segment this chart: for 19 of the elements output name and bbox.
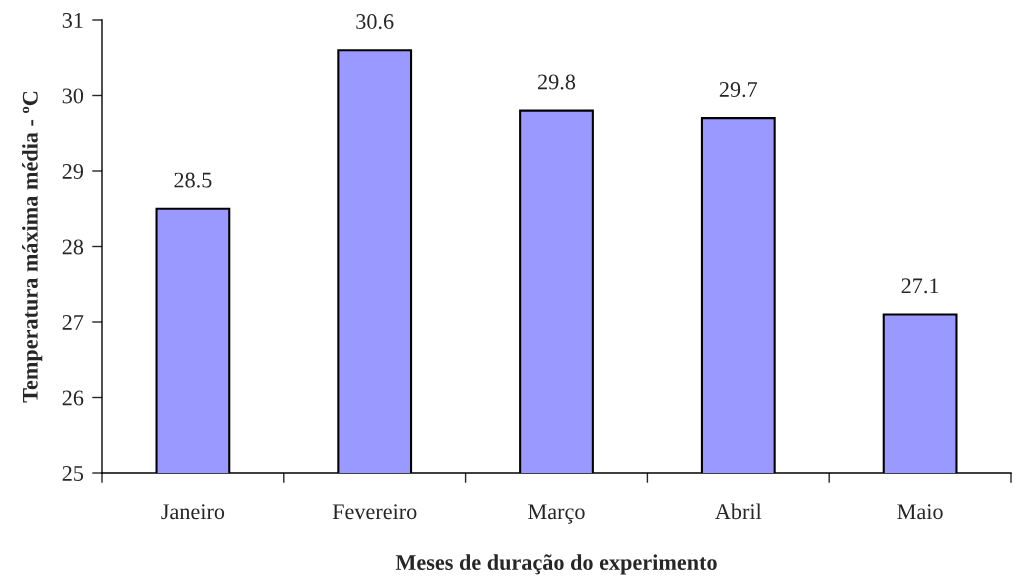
data-label: 27.1 (901, 278, 939, 294)
y-tick-label: 29 (62, 163, 84, 179)
y-tick-label: 30 (62, 88, 84, 104)
data-label: 28.5 (174, 172, 212, 188)
y-tick-label: 26 (62, 390, 84, 406)
y-tick-label: 25 (62, 465, 84, 481)
y-tick-label: 28 (62, 239, 84, 255)
x-tick-label: Janeiro (161, 504, 225, 520)
x-tick-label: Março (528, 504, 585, 524)
y-tick-label: 27 (62, 314, 84, 330)
y-axis-title: Temperatura máxima média - ºC (22, 91, 43, 403)
x-axis-title: Meses de duração do experimento (395, 554, 717, 575)
x-tick-label: Abril (715, 503, 762, 520)
data-label: 29.7 (719, 82, 758, 98)
x-tick-label: Maio (897, 504, 943, 520)
y-tick-label: 31 (62, 12, 83, 28)
x-tick-label: Fevereiro (332, 504, 417, 520)
data-label: 29.8 (538, 74, 576, 90)
data-label: 30.6 (356, 14, 394, 30)
